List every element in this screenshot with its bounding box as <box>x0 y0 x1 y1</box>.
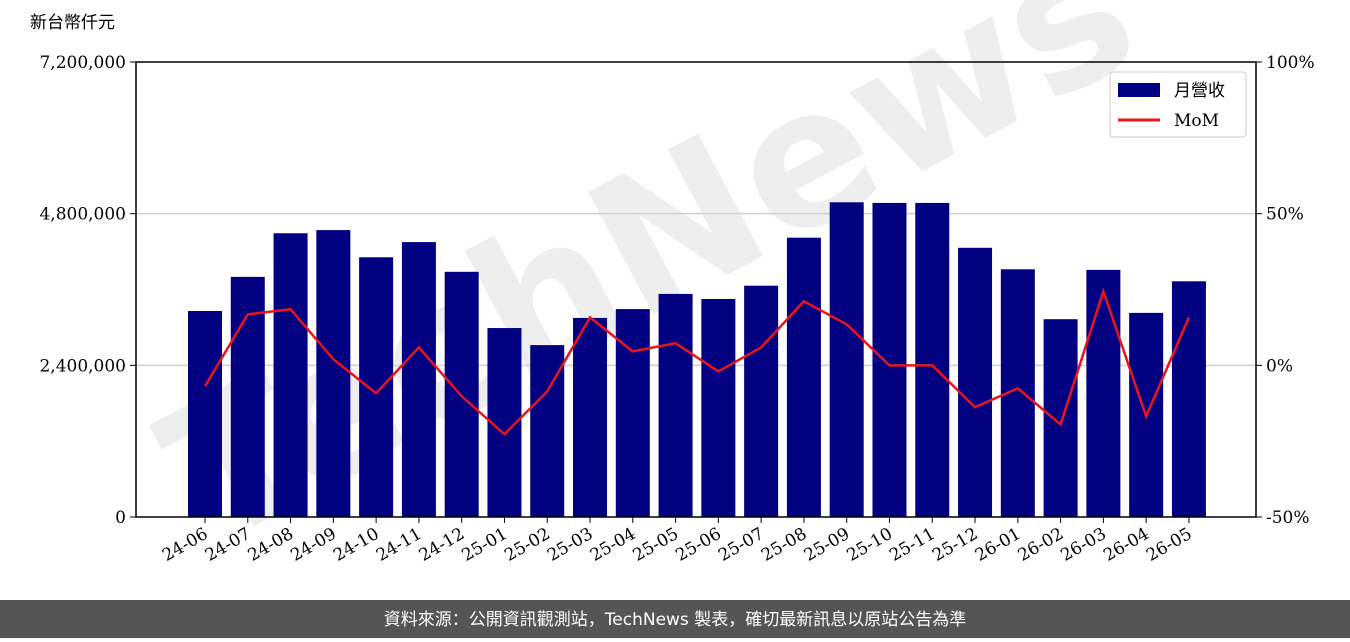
y-tick-label: 2,400,000 <box>39 356 126 376</box>
bar <box>273 233 308 517</box>
y-tick-label: 7,200,000 <box>39 53 126 73</box>
x-tick-label: 25-02 <box>501 524 553 566</box>
y2-tick-label: 0% <box>1266 356 1293 376</box>
x-tick-label: 25-05 <box>630 524 682 566</box>
x-tick-label: 25-03 <box>544 524 596 566</box>
bar <box>615 309 650 517</box>
bar <box>359 257 394 517</box>
x-tick-label: 26-01 <box>972 524 1024 566</box>
x-tick-label: 25-08 <box>758 524 810 566</box>
y2-tick-label: 50% <box>1266 205 1304 225</box>
bar <box>316 230 351 517</box>
x-tick-label: 25-09 <box>801 524 853 566</box>
x-tick-label: 25-01 <box>459 524 511 566</box>
line <box>203 287 1191 436</box>
y2-tick-label: -50% <box>1266 508 1310 528</box>
bar <box>230 276 265 517</box>
bar <box>744 285 779 517</box>
bar <box>1086 269 1121 517</box>
bar <box>915 202 950 517</box>
plot-frame <box>135 61 1257 518</box>
x-tick-label: 26-04 <box>1100 524 1152 566</box>
bar <box>1171 281 1206 517</box>
footer-bar <box>0 600 1350 638</box>
x-tick-label: 25-12 <box>929 524 981 566</box>
x-tick-label: 26-05 <box>1143 524 1195 566</box>
x-tick-label: 25-04 <box>587 524 639 566</box>
bar <box>872 202 907 517</box>
x-tick-label: 24-06 <box>159 524 211 566</box>
legend-label: MoM <box>1174 111 1219 131</box>
legend-label: 月營收 <box>1174 81 1225 101</box>
bar <box>701 298 736 517</box>
y-axis-label: 新台幣仟元 <box>30 13 115 33</box>
x-tick-label: 24-12 <box>416 524 468 566</box>
bar <box>401 242 436 517</box>
x-tick-label: 25-06 <box>672 524 724 566</box>
bar <box>573 317 608 517</box>
x-tick-label: 26-03 <box>1057 524 1109 566</box>
y-tick-label: 4,800,000 <box>39 205 126 225</box>
x-tick-label: 25-11 <box>886 524 938 566</box>
bar <box>188 310 222 517</box>
bar <box>786 237 821 518</box>
footer: 資料來源：公開資訊觀測站，TechNews 製表，確切最新訊息以原站公告為準 <box>384 610 966 630</box>
x-tick-label: 25-07 <box>715 524 767 566</box>
bar <box>958 247 993 517</box>
x-tick-label: 26-02 <box>1015 524 1067 566</box>
x-tick-label: 25-10 <box>844 524 896 566</box>
y-tick-label: 0 <box>115 508 126 528</box>
y2-tick-label: 100% <box>1266 53 1315 73</box>
bar <box>658 293 693 517</box>
bar <box>1043 319 1078 517</box>
bar <box>829 202 864 517</box>
x-tick-label: 24-11 <box>373 524 425 566</box>
legend-swatch <box>1118 83 1160 97</box>
